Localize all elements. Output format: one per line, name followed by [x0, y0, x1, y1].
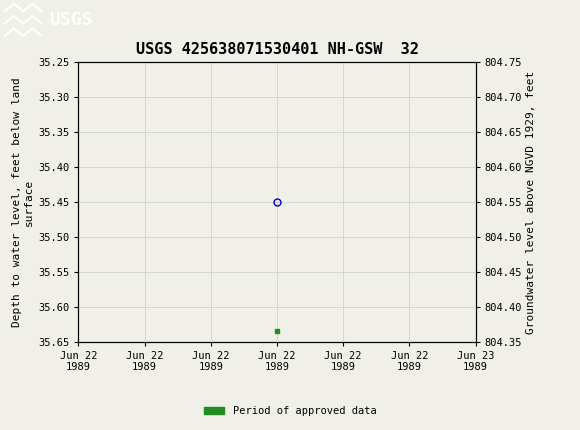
Text: USGS: USGS [49, 11, 93, 29]
Title: USGS 425638071530401 NH-GSW  32: USGS 425638071530401 NH-GSW 32 [136, 42, 418, 57]
Y-axis label: Depth to water level, feet below land
surface: Depth to water level, feet below land su… [12, 77, 34, 327]
Legend: Period of approved data: Period of approved data [200, 402, 380, 421]
Y-axis label: Groundwater level above NGVD 1929, feet: Groundwater level above NGVD 1929, feet [526, 71, 537, 334]
